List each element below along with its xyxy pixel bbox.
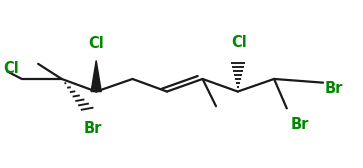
Text: Br: Br [325, 81, 343, 96]
Text: Br: Br [290, 117, 309, 132]
Text: Br: Br [83, 120, 102, 136]
Polygon shape [91, 60, 101, 92]
Text: Cl: Cl [231, 35, 247, 50]
Text: Cl: Cl [88, 36, 104, 51]
Text: Cl: Cl [4, 61, 19, 76]
